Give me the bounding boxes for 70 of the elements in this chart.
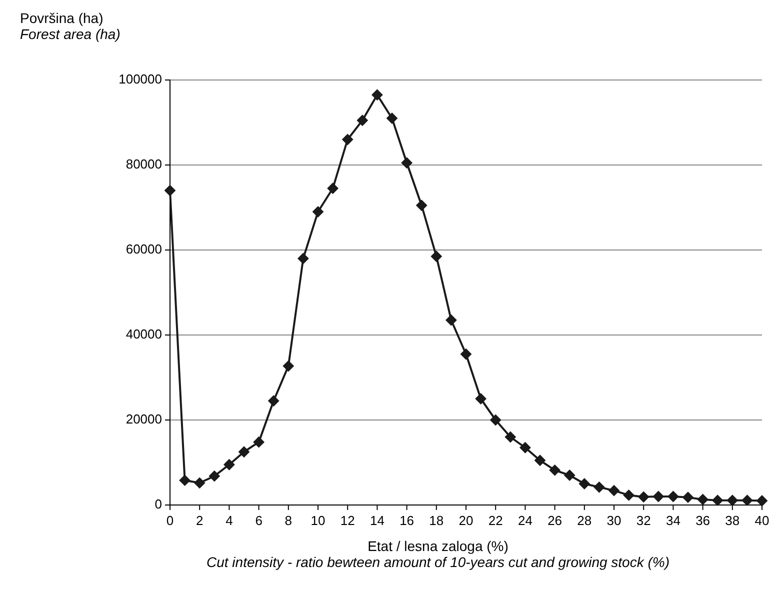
point	[668, 491, 679, 502]
point	[638, 491, 650, 502]
y-tick-label: 40000	[126, 326, 162, 342]
point	[564, 470, 576, 481]
x-tick-label: 4	[226, 513, 233, 528]
point	[578, 478, 590, 490]
point	[534, 454, 546, 466]
point	[520, 442, 531, 454]
y-tick-label: 100000	[118, 72, 162, 87]
x-tick-label: 34	[666, 513, 680, 528]
point	[224, 459, 235, 470]
x-tick-label: 2	[196, 513, 204, 528]
point	[697, 494, 708, 505]
y-tick-label: 20000	[126, 412, 162, 427]
point	[327, 182, 338, 194]
point	[652, 491, 664, 502]
x-tick-label: 8	[284, 513, 292, 528]
x-tick-label: 30	[606, 513, 622, 528]
x-tick-label: 16	[400, 513, 414, 528]
point	[253, 436, 264, 448]
point	[356, 114, 368, 126]
x-tick-label: 40	[754, 513, 770, 528]
x-tick-label: 32	[636, 513, 651, 528]
point	[194, 477, 206, 488]
point	[430, 250, 442, 262]
point	[490, 414, 502, 426]
y-axis-title: Površina (ha) Forest area (ha)	[20, 10, 120, 42]
point	[238, 446, 250, 458]
point	[594, 482, 605, 493]
x-tick-label: 20	[458, 513, 474, 528]
x-tick-label: 10	[310, 513, 326, 528]
point	[208, 470, 220, 482]
y-tick-label: 80000	[126, 156, 162, 172]
x-tick-label: 24	[518, 513, 532, 528]
point	[742, 494, 753, 506]
x-tick-label: 0	[166, 513, 174, 528]
point	[282, 360, 294, 372]
x-tick-label: 26	[548, 513, 562, 528]
point	[504, 432, 516, 442]
point	[682, 492, 694, 503]
y-tick-label: 60000	[126, 242, 162, 257]
point	[756, 495, 768, 506]
point	[712, 494, 724, 506]
x-tick-label: 12	[340, 513, 355, 528]
point	[268, 395, 280, 406]
x-tick-label: 38	[725, 513, 740, 528]
point	[312, 206, 324, 218]
point	[372, 89, 383, 100]
y-tick-label: 0	[154, 496, 162, 512]
x-tick-label: 14	[370, 513, 384, 528]
x-tick-label: 18	[429, 513, 444, 528]
point	[608, 485, 620, 496]
point	[179, 474, 190, 486]
x-tick-label: 36	[696, 513, 710, 528]
point	[298, 253, 309, 264]
point	[342, 134, 354, 145]
x-tick-label: 22	[488, 513, 503, 528]
point	[164, 185, 176, 196]
point	[549, 464, 560, 476]
point	[446, 314, 457, 326]
point	[460, 348, 472, 360]
point	[475, 393, 486, 404]
point	[386, 112, 398, 124]
point	[623, 490, 634, 501]
point	[726, 494, 738, 506]
x-tick-label: 6	[255, 513, 262, 528]
x-axis-title: Etat / lesna zaloga (%) Cut intensity - ratio bewteen amount of 10-years cut and growing stock (%)	[206, 538, 670, 570]
point	[416, 200, 428, 211]
point	[401, 157, 412, 168]
x-tick-label: 28	[577, 513, 592, 528]
